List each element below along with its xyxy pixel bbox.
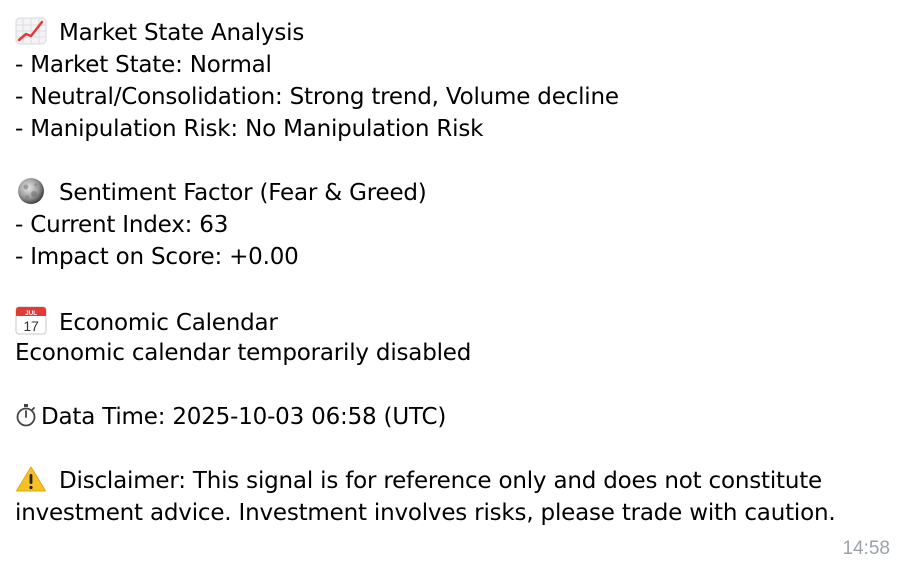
- disclaimer-text-1: Disclaimer: This signal is for reference…: [59, 468, 822, 494]
- disclaimer-line-1: Disclaimer: This signal is for reference…: [15, 465, 895, 497]
- warning-icon: [15, 465, 47, 493]
- calendar-icon-month: JUL: [25, 310, 37, 317]
- consolidation-line: - Neutral/Consolidation: Strong trend, V…: [15, 84, 619, 110]
- sentiment-section-title: Sentiment Factor (Fear & Greed): [59, 180, 427, 206]
- calendar-section-heading: JUL 17 Economic Calendar: [15, 305, 895, 337]
- current-index-line: - Current Index: 63: [15, 212, 229, 238]
- message-timestamp: 14:58: [842, 538, 890, 559]
- market-state-line: - Market State: Normal: [15, 52, 272, 78]
- spacer: [15, 433, 895, 465]
- moon-icon: [15, 177, 47, 205]
- chart-increasing-icon: [15, 17, 47, 45]
- market-section-heading: Market State Analysis: [15, 17, 895, 49]
- sentiment-section-heading: Sentiment Factor (Fear & Greed): [15, 177, 895, 209]
- calendar-icon-day: 17: [23, 318, 39, 334]
- message-bubble: Market State Analysis - Market State: No…: [15, 17, 895, 529]
- disclaimer-line-2: investment advice. Investment involves r…: [15, 500, 836, 526]
- calendar-icon: JUL 17: [15, 305, 47, 335]
- spacer: [15, 273, 895, 305]
- stopwatch-icon: [15, 401, 37, 429]
- calendar-section-title: Economic Calendar: [59, 310, 278, 336]
- market-section-title: Market State Analysis: [59, 20, 305, 46]
- spacer: [15, 369, 895, 401]
- impact-score-line: - Impact on Score: +0.00: [15, 244, 299, 270]
- spacer: [15, 145, 895, 177]
- data-time-line: Data Time: 2025-10-03 06:58 (UTC): [15, 401, 895, 433]
- calendar-status-line: Economic calendar temporarily disabled: [15, 340, 472, 366]
- manipulation-risk-line: - Manipulation Risk: No Manipulation Ris…: [15, 116, 484, 142]
- data-time-text: Data Time: 2025-10-03 06:58 (UTC): [41, 404, 447, 430]
